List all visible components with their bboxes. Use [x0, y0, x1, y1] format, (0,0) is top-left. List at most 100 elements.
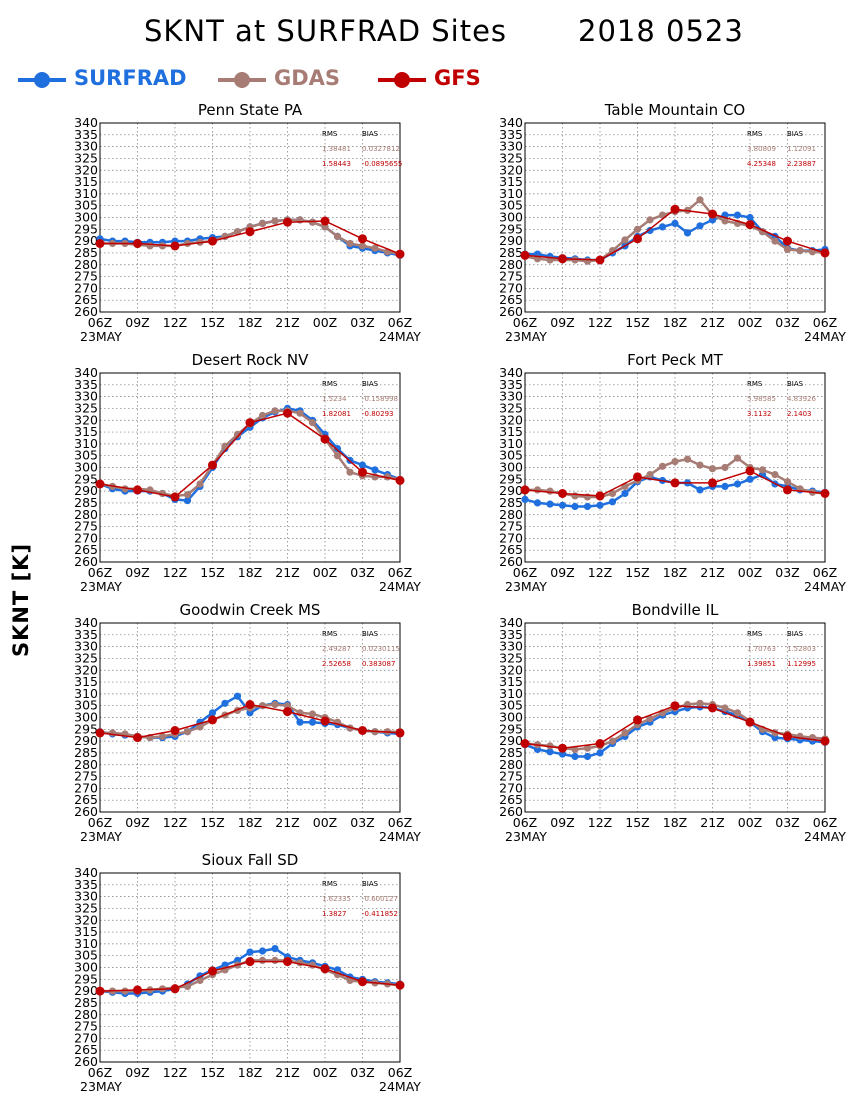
y-tick-label: 290: [499, 233, 523, 248]
data-point-surfrad: [596, 749, 604, 757]
date-label: 24MAY: [379, 579, 421, 594]
y-tick-label: 265: [74, 542, 98, 557]
date-label: 23MAY: [80, 829, 122, 844]
y-tick-label: 330: [74, 639, 98, 654]
y-tick-label: 295: [499, 721, 523, 736]
data-point-surfrad: [696, 222, 704, 230]
legend: SURFRAD GDAS GFS: [0, 66, 850, 96]
y-tick-label: 285: [74, 995, 98, 1010]
x-tick-label: 06Z: [88, 815, 112, 830]
y-tick-label: 275: [499, 519, 523, 534]
data-point-gfs: [283, 217, 292, 227]
plot-frame: [524, 122, 826, 313]
data-point-gdas: [308, 710, 317, 718]
data-point-gfs: [133, 239, 142, 248]
x-tick-label: 06Z: [388, 315, 412, 330]
data-point-gdas: [721, 704, 729, 712]
date-label: 23MAY: [505, 829, 547, 844]
legend-marker-gfs: [394, 72, 410, 88]
data-point-gfs: [283, 408, 292, 418]
data-point-gdas: [196, 723, 204, 731]
y-tick-label: 300: [74, 960, 98, 975]
data-point-gdas: [721, 463, 729, 472]
data-point-gfs: [95, 239, 105, 248]
data-point-gfs: [820, 736, 830, 746]
y-tick-label: 315: [499, 674, 523, 689]
x-tick-label: 03Z: [775, 815, 799, 830]
x-tick-label: 21Z: [700, 315, 724, 330]
date-label: 24MAY: [804, 579, 846, 594]
y-tick-label: 340: [499, 115, 523, 130]
data-point-gfs: [558, 489, 567, 498]
plot-frame: [524, 622, 826, 813]
x-tick-label: 06Z: [88, 565, 112, 580]
chart-panel: Fort Peck MT2602652702752802852902953003…: [499, 351, 846, 594]
date-label: 24MAY: [804, 829, 846, 844]
x-tick-label: 00Z: [313, 815, 337, 830]
data-point-gdas: [346, 239, 354, 248]
y-tick-label: 315: [74, 674, 98, 689]
y-tick-label: 310: [74, 936, 98, 951]
y-tick-label: 265: [499, 292, 523, 307]
x-tick-label: 06Z: [813, 815, 837, 830]
stats-bias-value: 1.52803: [787, 645, 816, 653]
y-tick-label: 320: [74, 412, 98, 427]
y-tick-label: 270: [74, 1030, 98, 1045]
stats-header-bias: BIAS: [787, 630, 804, 638]
data-point-surfrad: [733, 211, 742, 219]
data-point-surfrad: [583, 502, 592, 511]
data-point-gdas: [771, 237, 779, 245]
y-tick-label: 315: [74, 174, 98, 189]
x-tick-label: 06Z: [813, 315, 837, 330]
data-point-surfrad: [646, 226, 654, 235]
x-tick-label: 18Z: [238, 815, 262, 830]
y-tick-label: 335: [499, 627, 523, 642]
data-point-surfrad: [746, 213, 754, 222]
x-tick-label: 18Z: [238, 315, 262, 330]
y-tick-label: 280: [499, 507, 523, 522]
x-tick-label: 00Z: [738, 565, 762, 580]
stats-bias-value: -0.411852: [362, 910, 398, 918]
date-label: 23MAY: [505, 579, 547, 594]
data-point-surfrad: [683, 229, 692, 237]
data-point-gdas: [771, 471, 779, 479]
y-tick-label: 330: [74, 889, 98, 904]
y-tick-label: 305: [74, 948, 98, 963]
stats-bias-value: 0.0327812: [362, 145, 400, 153]
data-point-gfs: [633, 715, 642, 725]
data-point-gdas: [346, 468, 354, 476]
data-point-gdas: [196, 480, 204, 488]
x-tick-label: 21Z: [275, 565, 299, 580]
stats-rms-value: 1.39851: [747, 660, 776, 668]
data-point-surfrad: [658, 223, 667, 231]
y-tick-label: 310: [74, 436, 98, 451]
stats-rms-value: 4.25348: [747, 160, 776, 168]
stats-header-bias: BIAS: [787, 130, 804, 138]
panel-title: Sioux Fall SD: [202, 851, 299, 869]
data-point-gfs: [320, 964, 330, 974]
data-point-gdas: [271, 407, 279, 415]
x-tick-label: 03Z: [350, 565, 374, 580]
data-point-gdas: [683, 455, 692, 463]
stats-bias-value: 1.12995: [787, 660, 816, 668]
y-tick-label: 320: [74, 162, 98, 177]
data-point-gfs: [595, 255, 605, 265]
date-label: 24MAY: [379, 829, 421, 844]
y-tick-label: 305: [74, 448, 98, 463]
data-point-gdas: [371, 244, 379, 252]
y-tick-label: 275: [74, 769, 98, 784]
x-tick-label: 03Z: [350, 815, 374, 830]
data-point-gfs: [170, 984, 180, 994]
x-tick-label: 06Z: [88, 1065, 112, 1080]
data-point-surfrad: [621, 489, 629, 498]
data-point-gdas: [546, 487, 554, 495]
figure-title-date: 2018 0523: [578, 14, 744, 48]
y-tick-label: 340: [74, 865, 98, 880]
date-label: 24MAY: [379, 329, 421, 344]
y-tick-label: 260: [74, 304, 98, 319]
data-point-gdas: [733, 709, 742, 717]
x-tick-label: 15Z: [625, 815, 649, 830]
x-tick-label: 00Z: [313, 315, 337, 330]
stats-header-bias: BIAS: [362, 630, 379, 638]
date-label: 23MAY: [80, 1079, 122, 1094]
